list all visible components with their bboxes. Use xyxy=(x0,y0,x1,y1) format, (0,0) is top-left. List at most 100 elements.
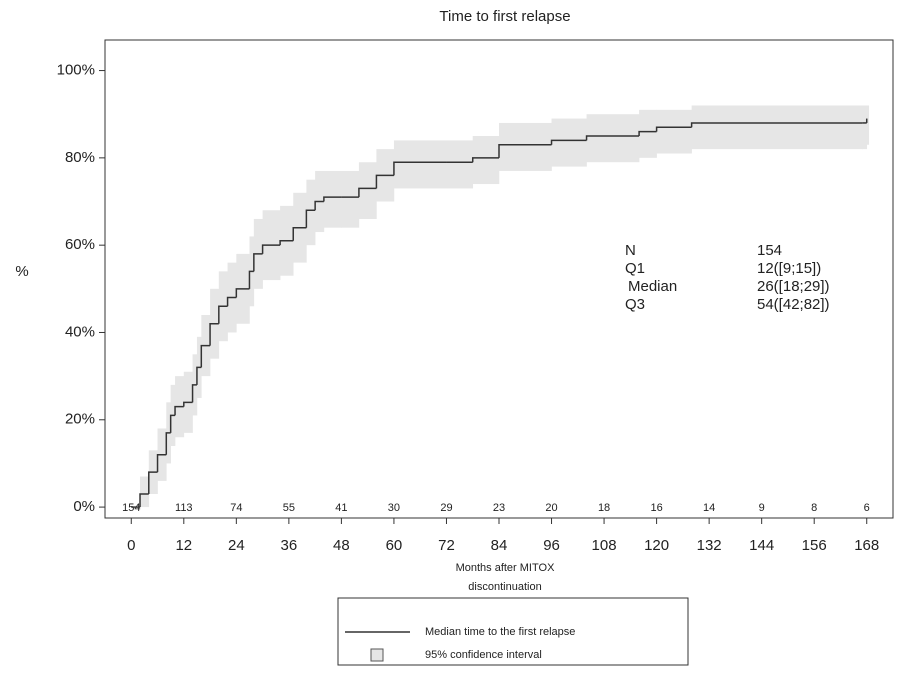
ci-band xyxy=(358,162,377,219)
at-risk-label: 14 xyxy=(703,502,715,514)
step-line xyxy=(169,414,176,433)
at-risk-label: 23 xyxy=(493,502,505,514)
at-risk-label: 9 xyxy=(759,502,765,514)
stat-label: Median xyxy=(628,278,677,295)
at-risk-label: 6 xyxy=(864,502,870,514)
step-line xyxy=(183,401,193,407)
x-tick-label: 168 xyxy=(854,537,879,554)
ci-band xyxy=(656,109,692,154)
x-tick-label: 60 xyxy=(386,537,403,554)
x-axis-label: discontinuation xyxy=(468,581,541,593)
step-line xyxy=(191,384,197,403)
step-line xyxy=(375,174,394,189)
ci-band xyxy=(306,179,316,246)
at-risk-label: 30 xyxy=(388,502,400,514)
at-risk-label: 55 xyxy=(283,502,295,514)
x-tick-label: 12 xyxy=(175,537,192,554)
step-line xyxy=(655,126,692,132)
at-risk-label: 20 xyxy=(545,502,557,514)
stat-label: N xyxy=(625,242,636,259)
y-tick-label: 0% xyxy=(73,498,95,515)
at-risk-label: 29 xyxy=(440,502,452,514)
legend-label: Median time to the first relapse xyxy=(425,626,575,638)
step-line xyxy=(314,200,324,211)
chart-title: Time to first relapse xyxy=(439,8,570,25)
ci-band xyxy=(393,140,447,189)
step-line xyxy=(550,139,587,145)
ci-band xyxy=(551,118,587,167)
step-line xyxy=(253,253,263,272)
x-tick-label: 72 xyxy=(438,537,455,554)
legend-swatch xyxy=(370,648,384,662)
step-line xyxy=(218,305,228,324)
y-tick-label: 20% xyxy=(65,411,95,428)
step-line xyxy=(139,493,149,508)
step-line xyxy=(292,226,307,241)
at-risk-label: 154 xyxy=(122,502,140,514)
at-risk-label: 18 xyxy=(598,502,610,514)
step-line xyxy=(358,187,377,198)
step-line xyxy=(585,135,640,141)
x-tick-label: 144 xyxy=(749,537,774,554)
step-line xyxy=(323,196,342,202)
ci-band xyxy=(639,109,657,158)
ci-band xyxy=(472,136,500,185)
step-line xyxy=(498,144,552,158)
step-line xyxy=(261,244,281,254)
y-tick-label: 100% xyxy=(57,62,95,79)
y-tick-label: 60% xyxy=(65,236,95,253)
at-risk-label: 41 xyxy=(335,502,347,514)
ci-band xyxy=(862,105,868,150)
stat-label: Q3 xyxy=(625,296,645,313)
step-line xyxy=(209,322,219,346)
x-tick-label: 156 xyxy=(802,537,827,554)
ci-band xyxy=(341,170,360,228)
stat-value: 154 xyxy=(757,242,782,259)
x-tick-label: 96 xyxy=(543,537,560,554)
step-line xyxy=(471,157,499,163)
legend-box xyxy=(337,597,689,666)
x-tick-label: 132 xyxy=(697,537,722,554)
x-axis-label: Months after MITOX xyxy=(456,562,555,574)
step-line xyxy=(248,270,254,289)
x-tick-label: 120 xyxy=(644,537,669,554)
x-tick-label: 24 xyxy=(228,537,245,554)
y-axis-label: % xyxy=(15,263,28,280)
stat-value: 54([42;82]) xyxy=(757,296,830,313)
step-line xyxy=(165,432,171,455)
step-line xyxy=(393,161,447,176)
legend-label: 95% confidence interval xyxy=(425,649,542,661)
step-line xyxy=(226,296,237,307)
step-line xyxy=(200,344,211,368)
x-tick-label: 36 xyxy=(281,537,298,554)
at-risk-label: 74 xyxy=(230,502,242,514)
x-tick-label: 0 xyxy=(127,537,135,554)
step-line xyxy=(305,209,316,228)
step-line xyxy=(174,405,184,416)
at-risk-label: 8 xyxy=(811,502,817,514)
ci-band xyxy=(140,476,150,508)
at-risk-label: 113 xyxy=(175,502,193,514)
ci-band xyxy=(691,105,863,150)
step-line xyxy=(196,366,202,385)
x-tick-label: 48 xyxy=(333,537,350,554)
stat-value: 26([18;29]) xyxy=(757,278,830,295)
ci-band xyxy=(323,170,342,228)
ci-band xyxy=(499,122,552,171)
y-tick-label: 40% xyxy=(65,323,95,340)
ci-band xyxy=(446,140,474,189)
stat-value: 12([9;15]) xyxy=(757,260,821,277)
stat-label: Q1 xyxy=(625,260,645,277)
step-line xyxy=(638,130,657,137)
at-risk-label: 16 xyxy=(650,502,662,514)
y-tick-label: 80% xyxy=(65,149,95,166)
step-line xyxy=(690,122,863,128)
step-line xyxy=(156,453,167,473)
step-line xyxy=(148,471,158,494)
ci-band xyxy=(586,114,640,163)
x-tick-label: 108 xyxy=(592,537,617,554)
step-line xyxy=(235,288,250,298)
x-tick-label: 84 xyxy=(491,537,508,554)
ci-band xyxy=(866,105,870,145)
